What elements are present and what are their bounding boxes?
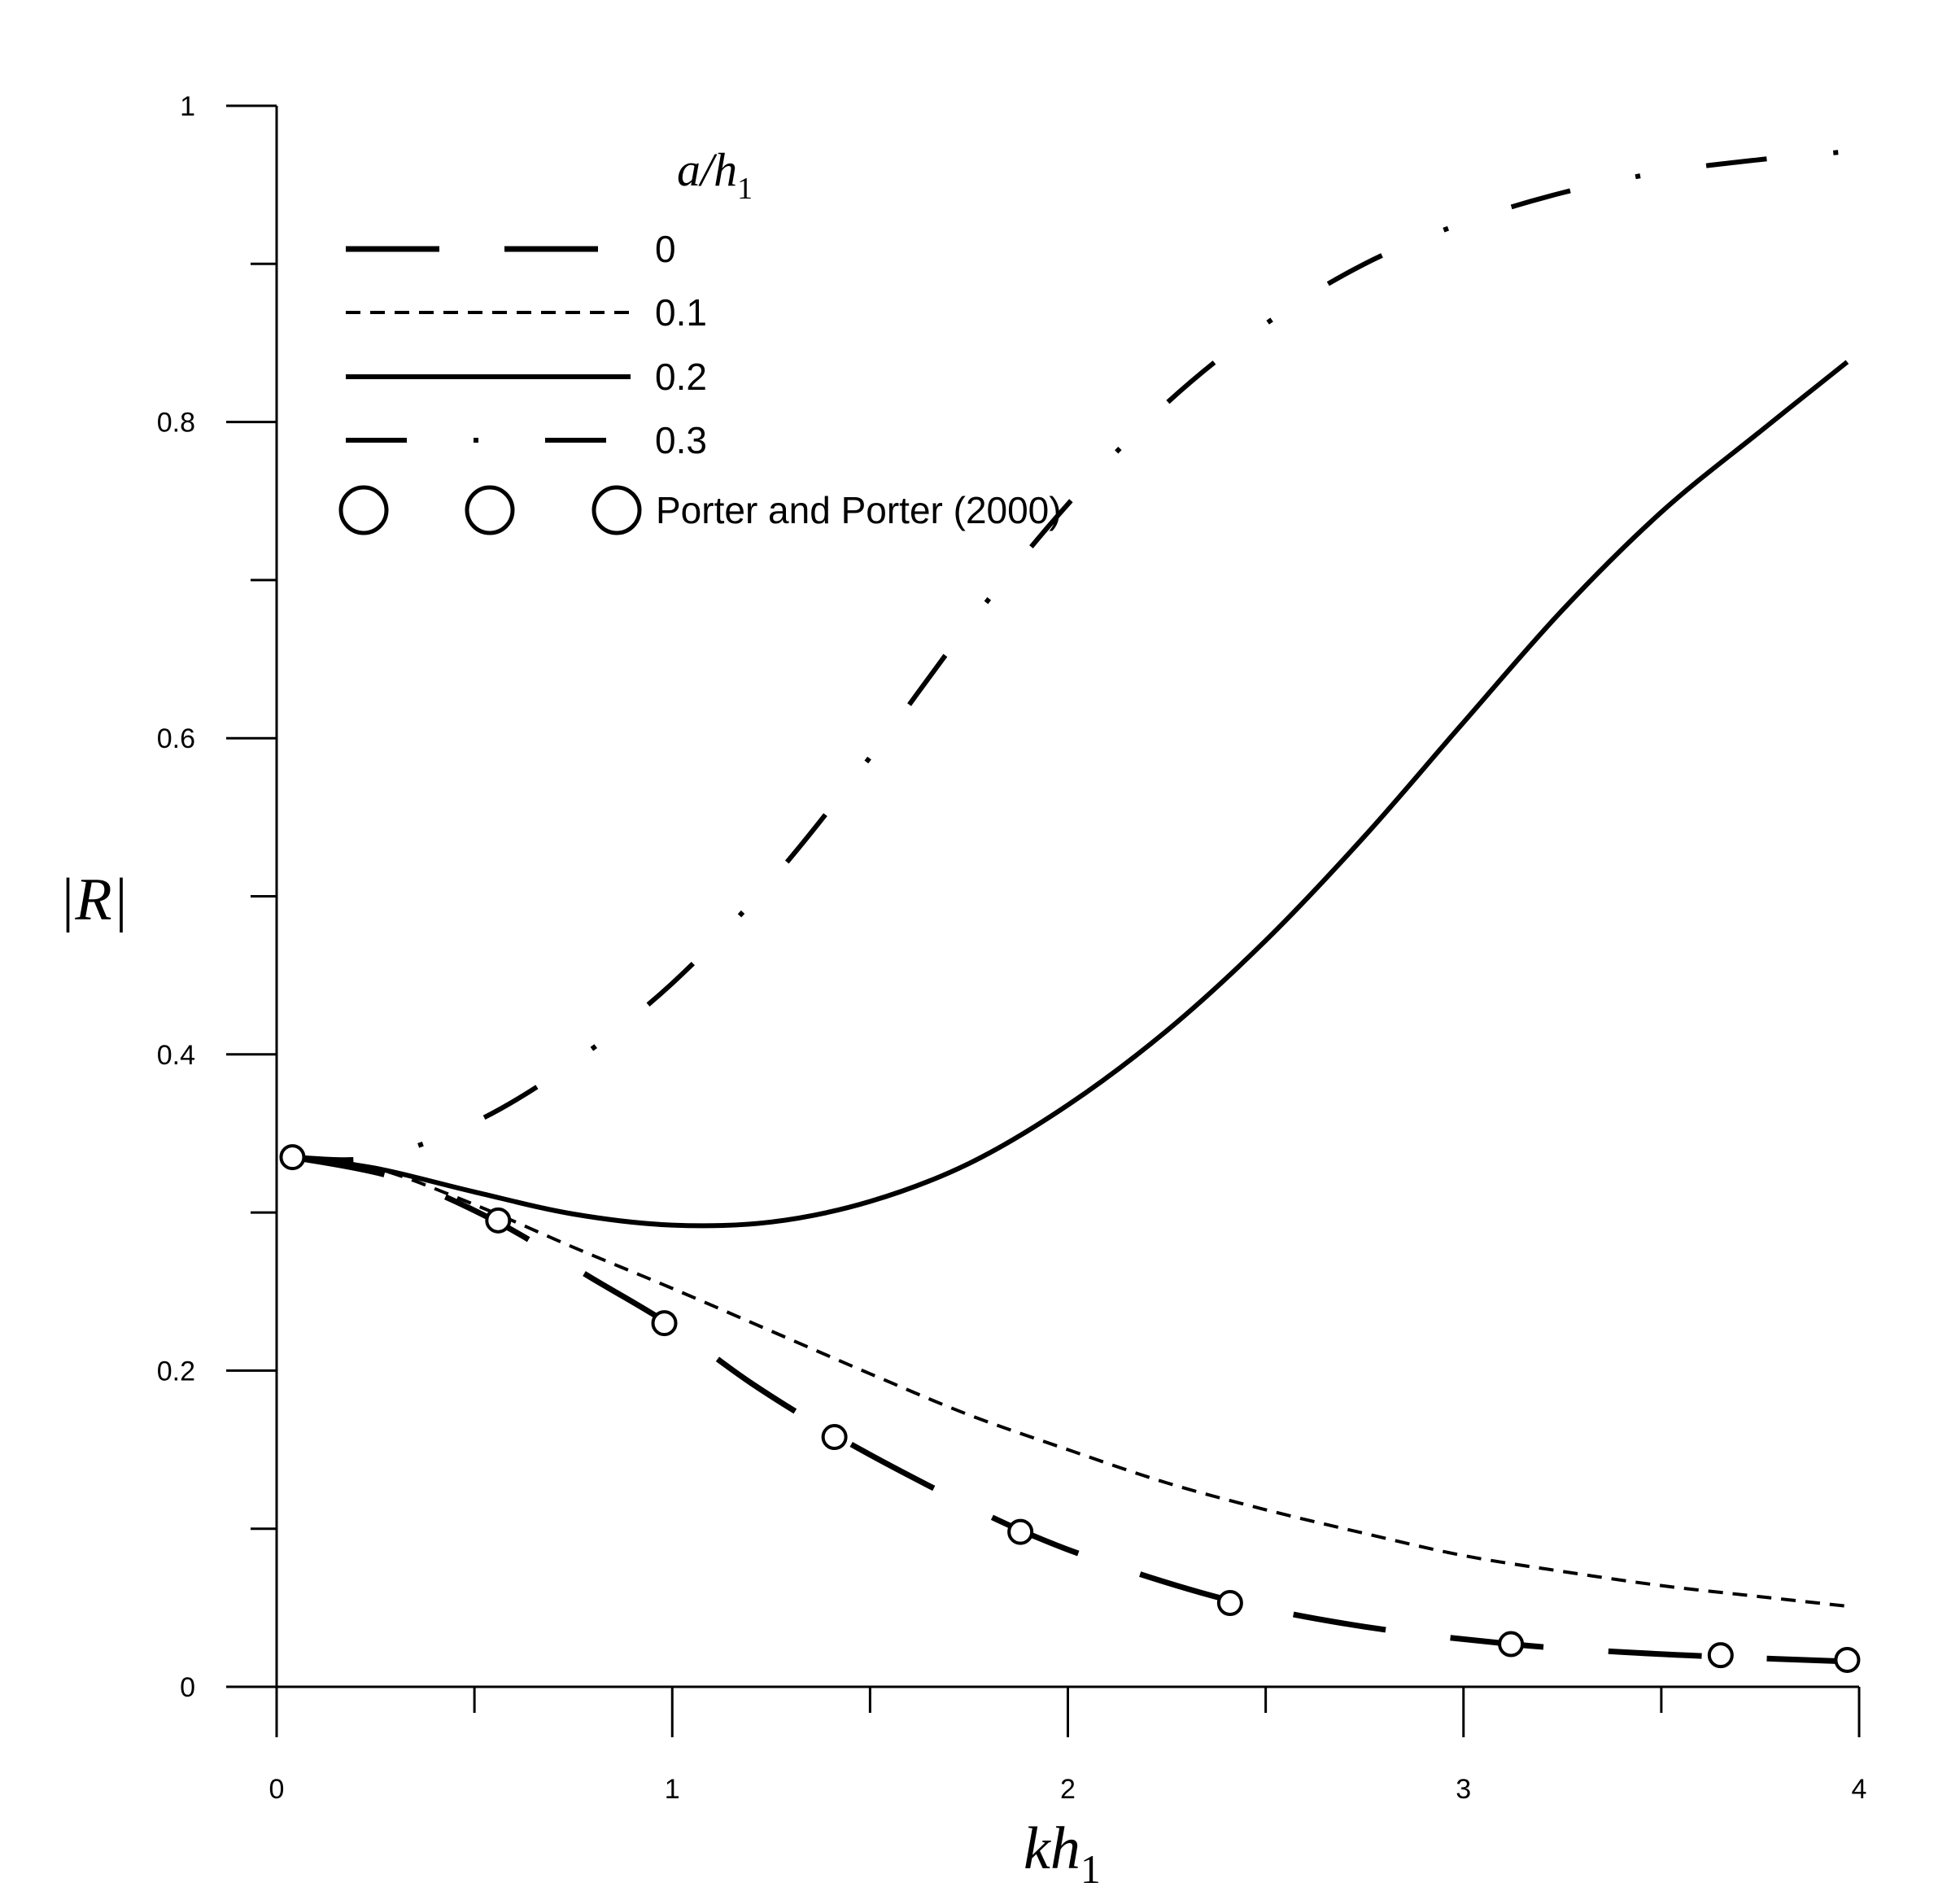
series-line-2 [292, 360, 1849, 1229]
series-line-0 [291, 1154, 1848, 1665]
legend-title-main: a/h [677, 143, 737, 196]
legend-entry-3: 0.3 [655, 419, 707, 461]
x-tick-label-1: 1 [665, 1774, 680, 1805]
reference-point-0 [279, 1144, 306, 1171]
x-axis-label-main: kh [1024, 1815, 1080, 1882]
x-axis: 0 1 2 3 4 [226, 1685, 1867, 1805]
legend-entry-1: 0.1 [655, 291, 707, 334]
reference-point-3 [821, 1424, 848, 1451]
x-axis-label-sub: 1 [1080, 1846, 1101, 1892]
y-tick-label-0: 0 [180, 1672, 195, 1703]
legend-marker-a [338, 485, 389, 535]
reference-point-2 [651, 1310, 678, 1337]
y-ticks: 0 0.2 0.4 0.6 0.8 1 [157, 91, 277, 1703]
y-tick-label-2: 0.4 [157, 1040, 195, 1071]
x-tick-label-3: 3 [1456, 1774, 1471, 1805]
legend-title: a/h1 [677, 143, 753, 206]
legend-entry-2: 0.2 [655, 356, 707, 398]
series-layer [291, 149, 1849, 1665]
y-axis: 0 0.2 0.4 0.6 0.8 1 [157, 91, 278, 1703]
x-axis-label: kh1 [1024, 1815, 1101, 1892]
reference-point-1 [485, 1207, 512, 1234]
x-ticks: 0 1 2 3 4 [269, 1687, 1867, 1805]
legend-entry-4: Porter and Porter (2000) [656, 489, 1062, 531]
x-tick-label-4: 4 [1852, 1774, 1867, 1805]
legend-marker-c [591, 485, 642, 535]
legend-entry-0: 0 [655, 228, 676, 270]
legend: a/h1 0 0.1 0.2 0.3 Porter and Porter (20… [338, 143, 1062, 535]
reference-point-5 [1216, 1590, 1243, 1617]
legend-title-sub: 1 [737, 172, 753, 206]
x-tick-label-2: 2 [1060, 1774, 1076, 1805]
series-line-3 [292, 149, 1848, 1163]
reference-point-8 [1834, 1646, 1861, 1673]
y-tick-label-5: 1 [180, 91, 195, 122]
reference-markers [279, 1144, 1861, 1673]
y-tick-label-4: 0.8 [157, 408, 195, 439]
y-tick-label-3: 0.6 [157, 723, 195, 754]
reference-point-7 [1707, 1642, 1734, 1669]
x-tick-label-0: 0 [269, 1774, 285, 1805]
reference-point-6 [1498, 1631, 1525, 1658]
y-axis-label: |R| [59, 867, 129, 933]
legend-marker-b [465, 485, 515, 535]
y-tick-label-1: 0.2 [157, 1356, 195, 1387]
series-line-1 [292, 1155, 1848, 1608]
reference-point-4 [1007, 1518, 1034, 1545]
